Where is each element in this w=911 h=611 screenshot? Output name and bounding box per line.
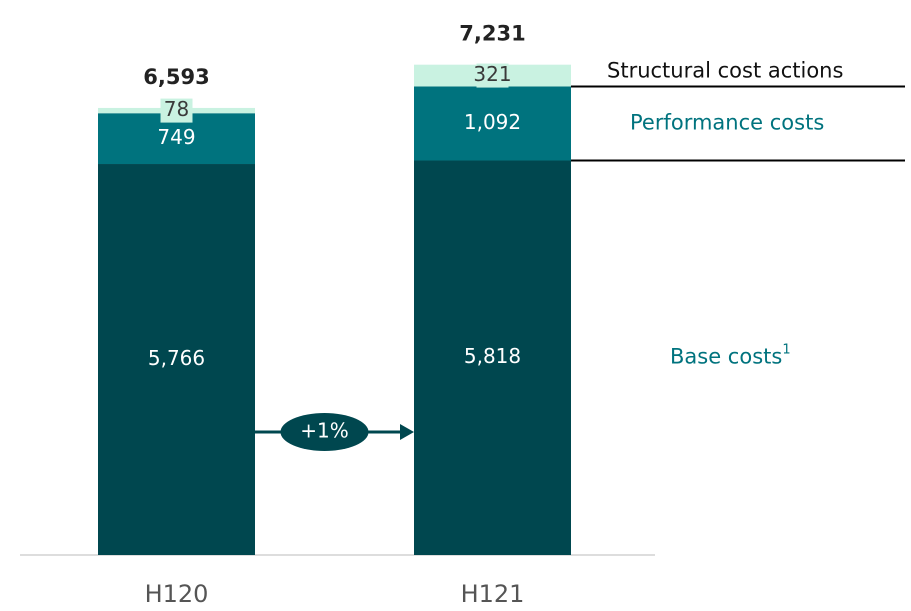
value-label: 321 <box>473 62 511 86</box>
legend-label: Performance costs <box>630 110 824 134</box>
label-box <box>160 98 193 123</box>
arrow-head <box>400 424 414 440</box>
bar-segment <box>414 160 571 556</box>
legend-name: Structural cost actions <box>607 59 843 83</box>
annotation-badge <box>280 413 369 451</box>
x-tick-label: H121 <box>461 580 525 608</box>
value-label: 78 <box>164 97 189 121</box>
value-label: 1,092 <box>464 110 521 134</box>
legend-name: Base costs <box>670 345 782 369</box>
x-tick-label: H120 <box>145 580 209 608</box>
value-label: 5,766 <box>148 346 205 370</box>
label-box <box>476 63 509 88</box>
value-label: 5,818 <box>464 344 521 368</box>
annotation: +1% <box>300 419 349 443</box>
legend-superscript: 1 <box>782 342 790 357</box>
bar-segment <box>414 86 571 161</box>
total-label: 7,231 <box>459 22 525 46</box>
legend-label: Base costs1 <box>670 342 791 369</box>
bar-segment <box>98 164 255 555</box>
legend-label: Structural cost actions <box>607 59 843 83</box>
value-label: 749 <box>157 125 195 149</box>
total-label: 6,593 <box>143 65 209 89</box>
legend-name: Performance costs <box>630 110 824 134</box>
